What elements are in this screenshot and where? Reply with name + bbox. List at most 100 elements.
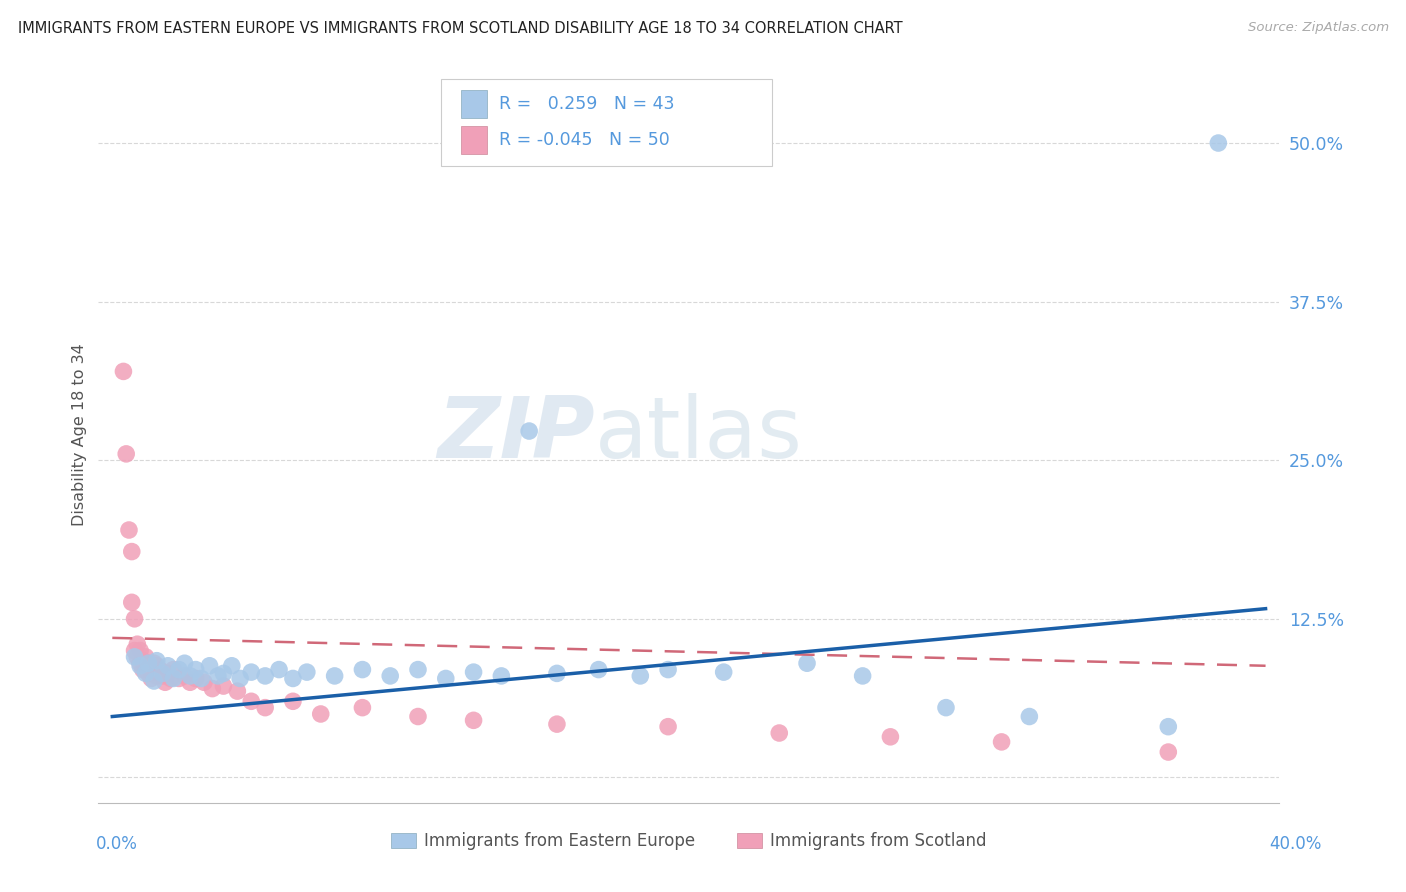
Point bbox=[207, 669, 229, 683]
Point bbox=[132, 663, 155, 677]
Point bbox=[124, 612, 146, 626]
Point bbox=[768, 726, 790, 740]
Point bbox=[141, 663, 163, 677]
Point bbox=[588, 663, 610, 677]
Point bbox=[212, 666, 235, 681]
Point bbox=[190, 672, 212, 686]
Point bbox=[179, 669, 201, 683]
Point bbox=[546, 717, 568, 731]
Point bbox=[406, 709, 429, 723]
Point bbox=[352, 663, 374, 677]
Point bbox=[1157, 720, 1180, 734]
Point bbox=[162, 672, 184, 686]
Y-axis label: Disability Age 18 to 34: Disability Age 18 to 34 bbox=[72, 343, 87, 526]
Point bbox=[138, 666, 160, 681]
Point bbox=[267, 663, 290, 677]
Text: 0.0%: 0.0% bbox=[96, 835, 138, 853]
Point bbox=[143, 673, 166, 688]
Point bbox=[129, 643, 152, 657]
Point bbox=[148, 663, 170, 677]
Point bbox=[198, 658, 221, 673]
Point bbox=[167, 672, 190, 686]
Point bbox=[1208, 136, 1230, 150]
Point bbox=[406, 663, 429, 677]
Point bbox=[143, 665, 166, 679]
Point bbox=[115, 447, 138, 461]
Point bbox=[240, 694, 263, 708]
Point bbox=[1018, 709, 1040, 723]
Point bbox=[146, 658, 169, 673]
Point bbox=[127, 637, 149, 651]
Text: R =   0.259   N = 43: R = 0.259 N = 43 bbox=[499, 95, 675, 113]
Point bbox=[135, 666, 157, 681]
Point bbox=[132, 654, 155, 668]
Point bbox=[156, 666, 179, 681]
Point bbox=[879, 730, 901, 744]
Point bbox=[118, 523, 141, 537]
Point bbox=[281, 672, 304, 686]
Point bbox=[173, 657, 195, 671]
Point bbox=[150, 666, 173, 681]
Point bbox=[226, 684, 249, 698]
Point bbox=[517, 424, 540, 438]
Point bbox=[124, 643, 146, 657]
Point bbox=[141, 672, 163, 686]
Point bbox=[146, 654, 169, 668]
Point bbox=[657, 663, 679, 677]
Point bbox=[546, 666, 568, 681]
Text: ZIP: ZIP bbox=[437, 393, 595, 476]
Point bbox=[159, 672, 181, 686]
Point bbox=[212, 679, 235, 693]
Point bbox=[434, 672, 457, 686]
Point bbox=[491, 669, 513, 683]
Point bbox=[129, 658, 152, 673]
Point bbox=[713, 665, 735, 679]
Point bbox=[184, 663, 207, 677]
Point bbox=[852, 669, 875, 683]
Point bbox=[112, 364, 135, 378]
Point bbox=[124, 649, 146, 664]
Point bbox=[254, 669, 277, 683]
Point bbox=[193, 675, 215, 690]
Text: Source: ZipAtlas.com: Source: ZipAtlas.com bbox=[1249, 21, 1389, 34]
Point bbox=[150, 669, 173, 683]
Point bbox=[463, 665, 485, 679]
Point bbox=[352, 700, 374, 714]
Point bbox=[229, 672, 252, 686]
Point bbox=[179, 675, 201, 690]
Text: atlas: atlas bbox=[595, 393, 803, 476]
Point bbox=[796, 657, 818, 671]
Point bbox=[295, 665, 318, 679]
Point bbox=[138, 657, 160, 671]
Point bbox=[127, 649, 149, 664]
Point bbox=[309, 706, 332, 721]
Point bbox=[935, 700, 957, 714]
Point bbox=[240, 665, 263, 679]
Point bbox=[173, 669, 195, 683]
Text: R = -0.045   N = 50: R = -0.045 N = 50 bbox=[499, 131, 669, 149]
Point bbox=[201, 681, 224, 696]
Point bbox=[990, 735, 1012, 749]
Point bbox=[143, 657, 166, 671]
FancyBboxPatch shape bbox=[441, 79, 772, 166]
FancyBboxPatch shape bbox=[461, 90, 486, 119]
Point bbox=[153, 675, 176, 690]
Point bbox=[167, 663, 190, 677]
Point bbox=[657, 720, 679, 734]
Point bbox=[628, 669, 651, 683]
Point bbox=[323, 669, 346, 683]
Point bbox=[184, 672, 207, 686]
Point bbox=[121, 595, 143, 609]
Point bbox=[138, 657, 160, 671]
Point bbox=[129, 657, 152, 671]
Text: 40.0%: 40.0% bbox=[1270, 835, 1322, 853]
Point bbox=[162, 663, 184, 677]
Point bbox=[121, 544, 143, 558]
Point bbox=[463, 714, 485, 728]
Point bbox=[1157, 745, 1180, 759]
Point bbox=[281, 694, 304, 708]
FancyBboxPatch shape bbox=[461, 126, 486, 153]
Point bbox=[146, 669, 169, 683]
Point bbox=[135, 649, 157, 664]
Point bbox=[380, 669, 402, 683]
